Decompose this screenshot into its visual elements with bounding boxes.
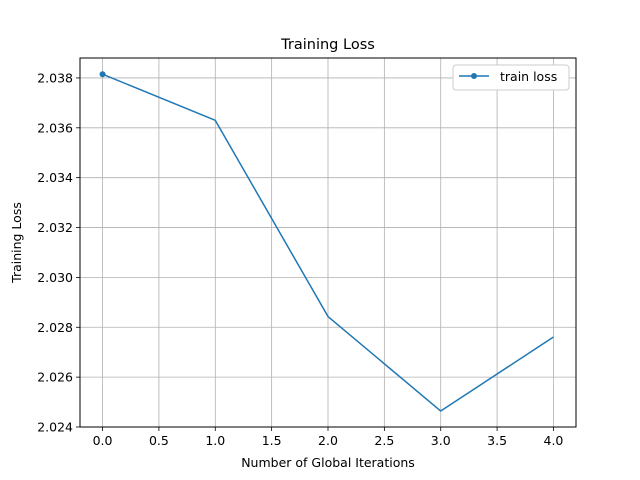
- legend: train loss: [452, 64, 570, 91]
- x-tick-label: 2.5: [374, 433, 394, 448]
- x-tick-label: 3.0: [431, 433, 451, 448]
- legend-marker-swatch: [471, 73, 477, 79]
- train-loss-point: [99, 71, 106, 78]
- train-loss-line: [102, 73, 554, 412]
- y-axis-label: Training Loss: [9, 202, 24, 284]
- x-tick-label: 1.5: [262, 433, 282, 448]
- y-tick-label: 2.034: [37, 170, 73, 185]
- x-tick-label: 4.0: [544, 433, 564, 448]
- y-tick-label: 2.038: [37, 70, 73, 85]
- y-tick-label: 2.036: [37, 120, 73, 135]
- chart-title: Training Loss: [280, 37, 375, 53]
- x-tick-label: 1.0: [205, 433, 225, 448]
- y-tick-label: 2.028: [37, 320, 73, 335]
- x-tick-label: 0.5: [149, 433, 169, 448]
- y-tick-label: 2.030: [37, 270, 73, 285]
- plot-frame: [79, 57, 577, 428]
- legend-box: [452, 64, 570, 91]
- x-tick-label: 0.0: [93, 433, 113, 448]
- legend-label-train-loss: train loss: [500, 69, 557, 84]
- x-axis-label: Number of Global Iterations: [241, 455, 415, 470]
- y-tick-label: 2.024: [37, 420, 73, 435]
- x-tick-label: 3.5: [487, 433, 507, 448]
- x-tick-label: 2.0: [318, 433, 338, 448]
- series-layer: [99, 71, 554, 412]
- axis-ticks: 0.0 0.5 1.0 1.5 2.0 2.5 3.0 3.5 4.0 2.024 2.026 2.0…: [37, 70, 563, 448]
- y-tick-label: 2.026: [37, 370, 73, 385]
- y-tick-label: 2.032: [37, 220, 73, 235]
